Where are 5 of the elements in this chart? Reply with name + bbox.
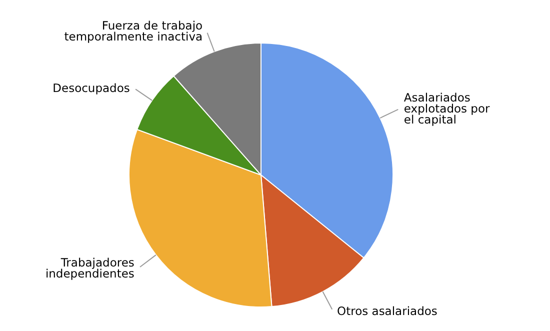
slice-label: Otros asalariados xyxy=(337,304,438,318)
slice-label: Trabajadores independientes xyxy=(45,256,134,281)
slice-label: Desocupados xyxy=(52,81,130,96)
slice-label: Fuerza de trabajo temporalmente inactiva xyxy=(64,18,203,44)
slice-label: Asalariados explotados por el capital xyxy=(404,90,490,127)
